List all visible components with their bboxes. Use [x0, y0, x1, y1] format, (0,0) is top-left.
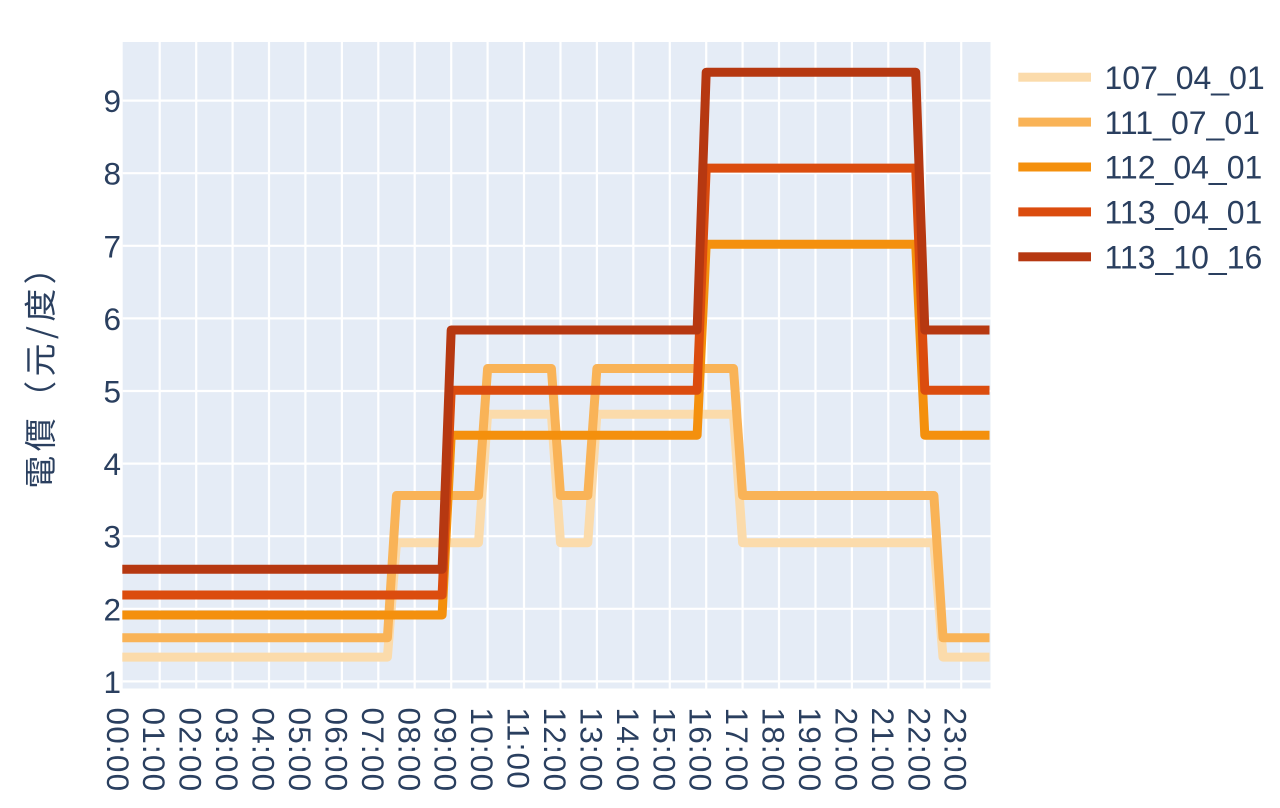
svg-text:16:00: 16:00: [683, 708, 719, 793]
svg-text:6: 6: [103, 301, 121, 337]
svg-text:08:00: 08:00: [391, 708, 427, 793]
svg-text:3: 3: [103, 519, 121, 555]
svg-text:02:00: 02:00: [173, 708, 209, 793]
svg-text:4: 4: [103, 446, 121, 482]
svg-text:113_04_01: 113_04_01: [1105, 195, 1263, 231]
svg-text:07:00: 07:00: [355, 708, 391, 793]
svg-text:05:00: 05:00: [282, 708, 318, 793]
svg-text:04:00: 04:00: [246, 708, 282, 793]
svg-text:10:00: 10:00: [464, 708, 500, 793]
svg-text:03:00: 03:00: [209, 708, 245, 793]
svg-text:20:00: 20:00: [828, 708, 864, 793]
svg-text:7: 7: [103, 228, 121, 264]
svg-text:111_07_01: 111_07_01: [1105, 105, 1260, 141]
svg-text:5: 5: [103, 374, 121, 410]
svg-text:11:00: 11:00: [501, 708, 537, 791]
svg-text:113_10_16: 113_10_16: [1105, 239, 1263, 275]
svg-text:06:00: 06:00: [318, 708, 354, 793]
svg-text:09:00: 09:00: [428, 708, 464, 793]
svg-text:12:00: 12:00: [537, 708, 573, 793]
svg-text:107_04_01: 107_04_01: [1105, 60, 1265, 96]
svg-text:23:00: 23:00: [938, 708, 974, 793]
svg-text:2: 2: [103, 591, 121, 627]
svg-text:14:00: 14:00: [610, 708, 646, 793]
svg-text:18:00: 18:00: [756, 708, 792, 793]
svg-text:15:00: 15:00: [646, 708, 682, 793]
svg-text:00:00: 00:00: [100, 708, 136, 793]
svg-text:17:00: 17:00: [719, 708, 755, 793]
svg-text:21:00: 21:00: [865, 708, 901, 793]
svg-text:13:00: 13:00: [573, 708, 609, 793]
svg-text:112_04_01: 112_04_01: [1105, 150, 1263, 186]
svg-text:8: 8: [103, 156, 121, 192]
svg-text:01:00: 01:00: [136, 708, 172, 793]
svg-text:19:00: 19:00: [792, 708, 828, 793]
svg-text:9: 9: [103, 83, 121, 119]
svg-text:22:00: 22:00: [901, 708, 937, 793]
svg-text:1: 1: [103, 664, 121, 700]
